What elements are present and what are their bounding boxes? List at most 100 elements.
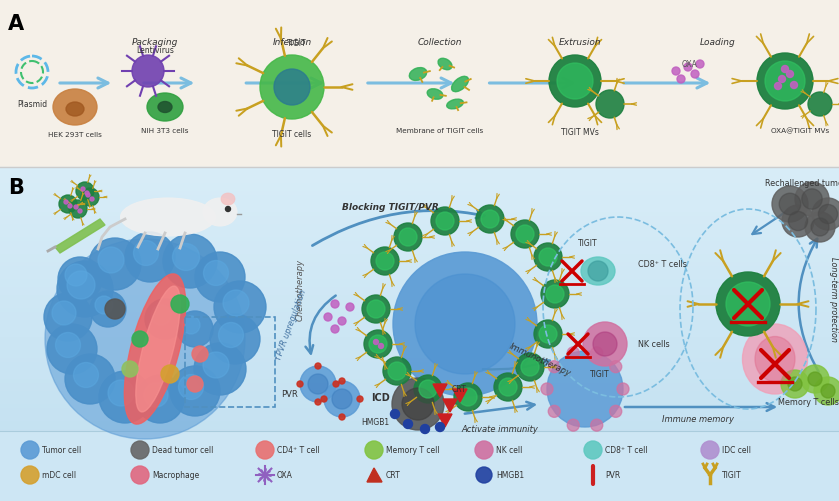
Circle shape	[144, 383, 168, 407]
Bar	[0, 285, 839, 290]
Circle shape	[782, 205, 814, 237]
Text: ICD: ICD	[371, 392, 389, 402]
Bar	[0, 443, 839, 448]
Circle shape	[821, 384, 835, 398]
Bar	[0, 264, 839, 269]
Circle shape	[808, 372, 822, 386]
Bar	[0, 339, 839, 344]
Bar	[0, 368, 839, 373]
Circle shape	[131, 466, 149, 484]
Circle shape	[779, 76, 785, 83]
Circle shape	[52, 302, 76, 325]
Circle shape	[177, 312, 213, 347]
Text: CRT: CRT	[386, 470, 401, 479]
Text: TIGIT: TIGIT	[578, 238, 598, 247]
Text: OXA: OXA	[682, 60, 698, 69]
Bar	[0, 168, 839, 173]
Text: CRT: CRT	[452, 385, 466, 394]
Bar	[0, 242, 839, 248]
Circle shape	[74, 363, 98, 388]
Text: HEK 293T cells: HEK 293T cells	[48, 132, 102, 138]
Bar	[0, 397, 839, 402]
Circle shape	[85, 191, 89, 195]
Circle shape	[57, 262, 113, 317]
Circle shape	[69, 200, 87, 218]
Bar	[0, 343, 839, 348]
Text: HMGB1: HMGB1	[361, 418, 389, 427]
Bar	[0, 430, 839, 435]
Bar	[0, 480, 839, 485]
Circle shape	[788, 377, 802, 391]
Circle shape	[182, 316, 200, 334]
Polygon shape	[438, 414, 452, 427]
Bar	[0, 247, 839, 252]
Ellipse shape	[446, 100, 463, 110]
Bar	[0, 438, 839, 444]
Bar	[0, 209, 839, 214]
Ellipse shape	[409, 69, 427, 81]
Bar	[0, 205, 839, 210]
Circle shape	[204, 261, 228, 286]
Bar	[0, 359, 839, 365]
Circle shape	[610, 405, 622, 417]
Circle shape	[557, 64, 593, 100]
Bar	[0, 260, 839, 265]
Bar	[0, 447, 839, 452]
Circle shape	[546, 286, 564, 304]
Text: Packaging: Packaging	[132, 38, 178, 47]
Circle shape	[218, 323, 243, 348]
Circle shape	[315, 399, 321, 405]
Circle shape	[131, 441, 149, 459]
Circle shape	[701, 441, 719, 459]
Circle shape	[583, 322, 627, 366]
Circle shape	[338, 317, 346, 325]
Text: TIGIT cells: TIGIT cells	[273, 130, 311, 139]
Circle shape	[516, 225, 534, 243]
Circle shape	[226, 207, 231, 212]
Circle shape	[346, 304, 354, 312]
Circle shape	[65, 265, 87, 287]
Circle shape	[567, 419, 579, 431]
Circle shape	[541, 281, 569, 309]
Text: HMGB1: HMGB1	[496, 470, 524, 479]
Circle shape	[357, 396, 363, 402]
Bar	[0, 309, 839, 315]
Bar	[0, 492, 839, 498]
Bar	[0, 201, 839, 206]
Bar	[0, 326, 839, 331]
Circle shape	[790, 82, 798, 89]
Circle shape	[726, 283, 770, 326]
Text: Collection: Collection	[418, 38, 462, 47]
Circle shape	[814, 377, 839, 405]
Bar	[0, 409, 839, 414]
Bar	[0, 289, 839, 294]
Circle shape	[68, 204, 72, 208]
Text: TIGIT: TIGIT	[287, 39, 307, 48]
Circle shape	[436, 212, 454, 230]
Ellipse shape	[45, 239, 245, 439]
Circle shape	[419, 380, 437, 398]
Bar	[0, 413, 839, 419]
Text: TIGIT MVs: TIGIT MVs	[561, 128, 599, 137]
Bar	[0, 467, 839, 473]
Circle shape	[81, 188, 85, 191]
Bar	[0, 484, 839, 489]
Circle shape	[481, 210, 499, 228]
Circle shape	[548, 361, 560, 373]
Bar	[0, 234, 839, 239]
Circle shape	[65, 354, 115, 404]
Text: PVR: PVR	[605, 470, 620, 479]
Bar	[0, 172, 839, 177]
Bar	[0, 364, 839, 369]
Circle shape	[192, 346, 208, 362]
Text: Immune memory: Immune memory	[662, 414, 734, 423]
Circle shape	[67, 272, 95, 300]
Circle shape	[516, 353, 544, 381]
Text: Dead tumor cell: Dead tumor cell	[152, 445, 213, 454]
Ellipse shape	[124, 275, 185, 424]
Circle shape	[818, 205, 837, 224]
Text: Chemotherapy: Chemotherapy	[295, 259, 305, 321]
Circle shape	[808, 93, 832, 117]
Text: NK cells: NK cells	[638, 340, 670, 349]
Text: TIGIT: TIGIT	[722, 470, 742, 479]
